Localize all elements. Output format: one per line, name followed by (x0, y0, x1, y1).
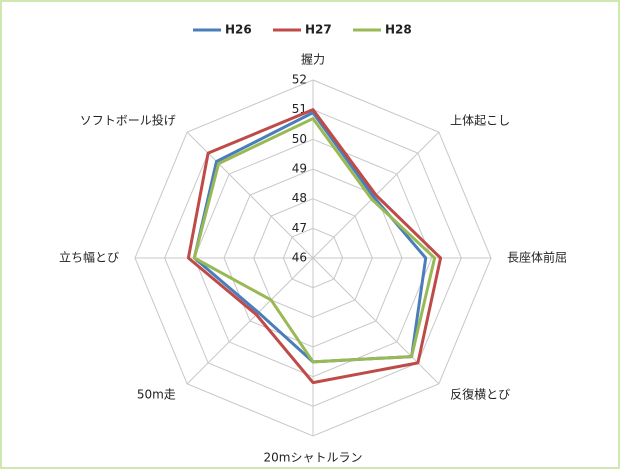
spoke (186, 257, 314, 385)
series-line (186, 108, 443, 385)
legend-label: H26 (225, 23, 252, 37)
r-tick-label: 46 (292, 251, 307, 265)
r-tick-label: 52 (292, 73, 307, 87)
category-label: 立ち幅とび (59, 250, 119, 265)
r-tick-label: 48 (292, 191, 307, 205)
legend-label: H27 (305, 23, 332, 37)
category-label: 反復横とび (450, 387, 510, 402)
r-tick-label: 50 (292, 132, 307, 146)
legend-label: H28 (385, 23, 412, 37)
category-label: 長座体前屈 (507, 250, 567, 265)
r-tick-label: 49 (292, 162, 307, 176)
category-label: 20mシャトルラン (264, 451, 363, 465)
category-label: ソフトボール投げ (80, 112, 176, 127)
category-label: 50m走 (137, 388, 176, 402)
category-label: 握力 (301, 52, 325, 67)
series-line (192, 117, 437, 364)
r-tick-label: 47 (292, 221, 307, 235)
category-label: 上体起こし (450, 113, 510, 127)
